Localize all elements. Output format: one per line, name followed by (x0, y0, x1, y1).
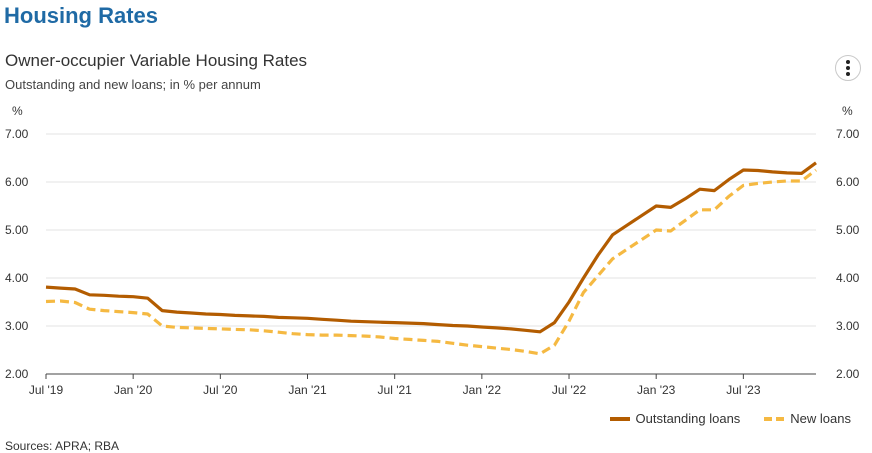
y-tick-label-right: 5.00 (836, 223, 860, 237)
x-tick-label: Jul '21 (378, 383, 413, 397)
y-axis-unit-right: % (842, 104, 853, 118)
sources-note: Sources: APRA; RBA (5, 439, 120, 453)
chart-subtitle: Outstanding and new loans; in % per annu… (5, 77, 261, 92)
x-tick-label: Jul '19 (29, 383, 64, 397)
y-tick-label-right: 7.00 (836, 127, 860, 141)
legend-item-outstanding[interactable]: Outstanding loans (609, 411, 741, 426)
y-tick-label-left: 7.00 (5, 127, 29, 141)
x-tick-label: Jan '22 (463, 383, 502, 397)
x-tick-label: Jul '23 (726, 383, 761, 397)
x-tick-label: Jul '20 (203, 383, 238, 397)
axes: 2.00 2.00 3.00 3.00 4.00 4.00 5.00 5.00 6.00 6.00… (5, 104, 860, 397)
series-line-new-loans (45, 168, 817, 356)
y-tick-label-left: 6.00 (5, 175, 29, 189)
chart-title: Owner-occupier Variable Housing Rates (5, 51, 308, 70)
y-axis-unit-left: % (12, 104, 23, 118)
legend-label-new: New loans (790, 411, 851, 426)
x-tick-label: Jan '23 (637, 383, 676, 397)
legend-item-new[interactable]: New loans (764, 411, 851, 426)
y-tick-label-left: 4.00 (5, 271, 29, 285)
x-tick-label: Jan '20 (114, 383, 153, 397)
chart-legend: Outstanding loans New loans (609, 411, 851, 426)
gridlines (46, 133, 816, 327)
legend-swatch-outstanding (609, 416, 630, 421)
x-tick-label: Jul '22 (552, 383, 587, 397)
x-tick-label: Jan '21 (288, 383, 327, 397)
y-tick-label-right: 2.00 (836, 367, 860, 381)
legend-label-outstanding: Outstanding loans (635, 411, 741, 426)
y-tick-label-right: 3.00 (836, 319, 860, 333)
y-tick-label-right: 6.00 (836, 175, 860, 189)
y-tick-label-left: 5.00 (5, 223, 29, 237)
y-tick-label-left: 2.00 (5, 367, 29, 381)
series-line-outstanding-loans (45, 161, 817, 334)
y-tick-label-left: 3.00 (5, 319, 29, 333)
page-title: Housing Rates (4, 3, 159, 28)
series (45, 161, 817, 356)
legend-swatch-new (764, 416, 785, 421)
more-vertical-icon (846, 59, 850, 77)
y-tick-label-right: 4.00 (836, 271, 860, 285)
chart-menu-button[interactable] (835, 55, 861, 81)
